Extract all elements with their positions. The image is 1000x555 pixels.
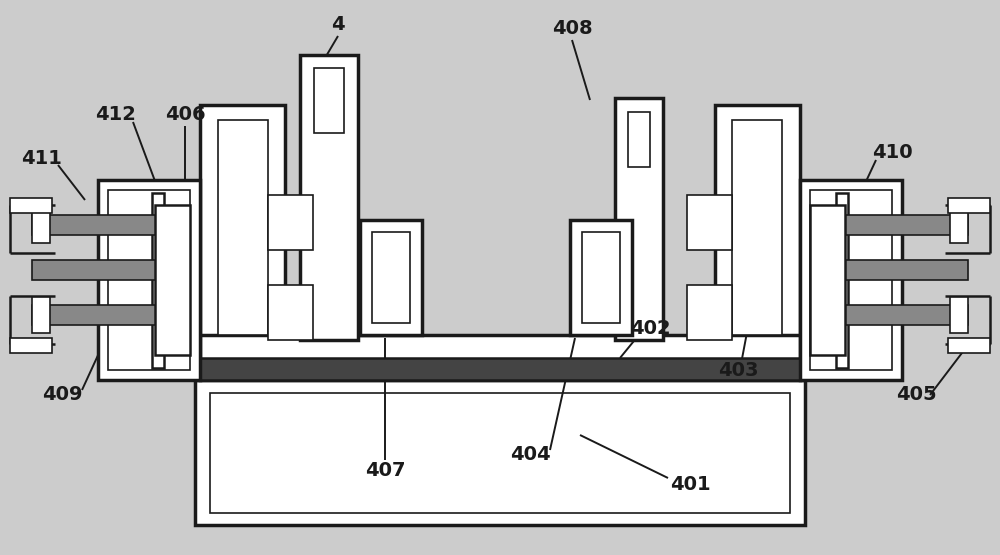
Bar bbox=[842, 260, 968, 280]
Bar bbox=[155, 205, 190, 355]
Bar bbox=[32, 260, 158, 280]
Text: 406: 406 bbox=[165, 105, 205, 124]
Text: 411: 411 bbox=[22, 149, 62, 168]
Bar bbox=[810, 205, 845, 355]
Bar bbox=[842, 215, 968, 235]
Bar bbox=[314, 68, 344, 133]
Bar bbox=[628, 112, 650, 167]
Text: 405: 405 bbox=[896, 386, 936, 405]
Bar bbox=[268, 285, 313, 340]
Bar bbox=[948, 198, 990, 213]
Text: 409: 409 bbox=[42, 386, 82, 405]
Bar bbox=[98, 180, 200, 380]
Text: 412: 412 bbox=[95, 105, 135, 124]
Bar bbox=[836, 193, 848, 368]
Bar bbox=[360, 220, 422, 335]
Text: 410: 410 bbox=[872, 143, 912, 162]
Bar bbox=[582, 232, 620, 323]
Text: 404: 404 bbox=[510, 446, 550, 465]
Bar bbox=[200, 335, 800, 380]
Bar bbox=[10, 338, 52, 353]
Text: 403: 403 bbox=[718, 361, 758, 380]
Bar bbox=[615, 98, 663, 340]
Bar bbox=[570, 220, 632, 335]
Bar bbox=[195, 380, 805, 525]
Bar bbox=[732, 120, 782, 335]
Text: 4: 4 bbox=[331, 16, 345, 34]
Text: 401: 401 bbox=[670, 476, 710, 495]
Bar bbox=[687, 285, 732, 340]
Bar bbox=[195, 358, 805, 380]
Bar bbox=[715, 105, 800, 360]
Bar bbox=[300, 55, 358, 340]
Bar bbox=[800, 180, 902, 380]
Bar bbox=[372, 232, 410, 323]
Bar bbox=[842, 305, 968, 325]
Bar bbox=[32, 215, 158, 235]
Bar bbox=[32, 305, 158, 325]
Text: 402: 402 bbox=[630, 319, 670, 337]
Bar bbox=[10, 198, 52, 213]
Bar bbox=[210, 393, 790, 513]
Bar bbox=[268, 195, 313, 250]
Text: 407: 407 bbox=[365, 461, 405, 480]
Bar bbox=[32, 297, 50, 333]
Bar bbox=[950, 207, 968, 243]
Bar bbox=[950, 297, 968, 333]
Text: 408: 408 bbox=[552, 18, 592, 38]
Bar bbox=[108, 190, 190, 370]
Bar bbox=[200, 105, 285, 360]
Bar bbox=[948, 338, 990, 353]
Bar bbox=[32, 207, 50, 243]
Bar bbox=[152, 193, 164, 368]
Bar bbox=[218, 120, 268, 335]
Bar bbox=[687, 195, 732, 250]
Bar bbox=[810, 190, 892, 370]
